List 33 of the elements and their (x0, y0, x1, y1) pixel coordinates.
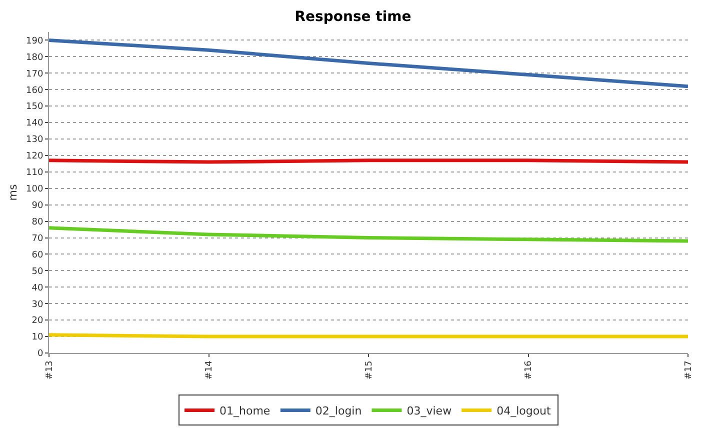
y-tick-label: 130 (26, 135, 44, 146)
line-series (49, 226, 688, 243)
y-axis-title: ms (6, 184, 20, 201)
y-tick-label: 160 (26, 86, 44, 96)
x-tick-label: #15 (364, 360, 374, 380)
y-tick-label: 90 (32, 201, 44, 211)
line-series (49, 38, 688, 88)
y-tick-label: 50 (32, 266, 44, 277)
y-tick-label: 40 (32, 283, 44, 294)
y-tick-label: 80 (32, 217, 44, 228)
y-tick-label: 30 (32, 300, 44, 310)
y-tick-label: 170 (26, 69, 44, 80)
y-tick-label: 140 (26, 118, 44, 129)
y-tick-label: 150 (26, 102, 44, 112)
y-tick-label: 70 (32, 234, 44, 244)
y-tick-label: 120 (26, 152, 44, 162)
legend-label: 02_login (315, 404, 362, 418)
x-tick-label: #16 (524, 360, 534, 380)
x-tick-label: #17 (684, 360, 694, 380)
y-tick-label: 0 (37, 349, 44, 360)
y-tick-label: 20 (32, 316, 44, 326)
x-tick-label: #14 (204, 360, 215, 380)
chart-title: Response time (294, 8, 412, 25)
x-tick-label: #13 (44, 360, 55, 380)
legend-label: 04_logout (496, 404, 552, 418)
y-tick-label: 100 (26, 184, 44, 195)
y-tick-label: 10 (32, 332, 44, 343)
y-tick-label: 60 (32, 250, 44, 260)
legend-label: 01_home (220, 404, 270, 418)
legend-label: 03_view (406, 404, 452, 418)
y-tick-label: 110 (26, 168, 44, 178)
y-tick-label: 180 (26, 52, 44, 63)
y-tick-label: 190 (26, 36, 44, 46)
